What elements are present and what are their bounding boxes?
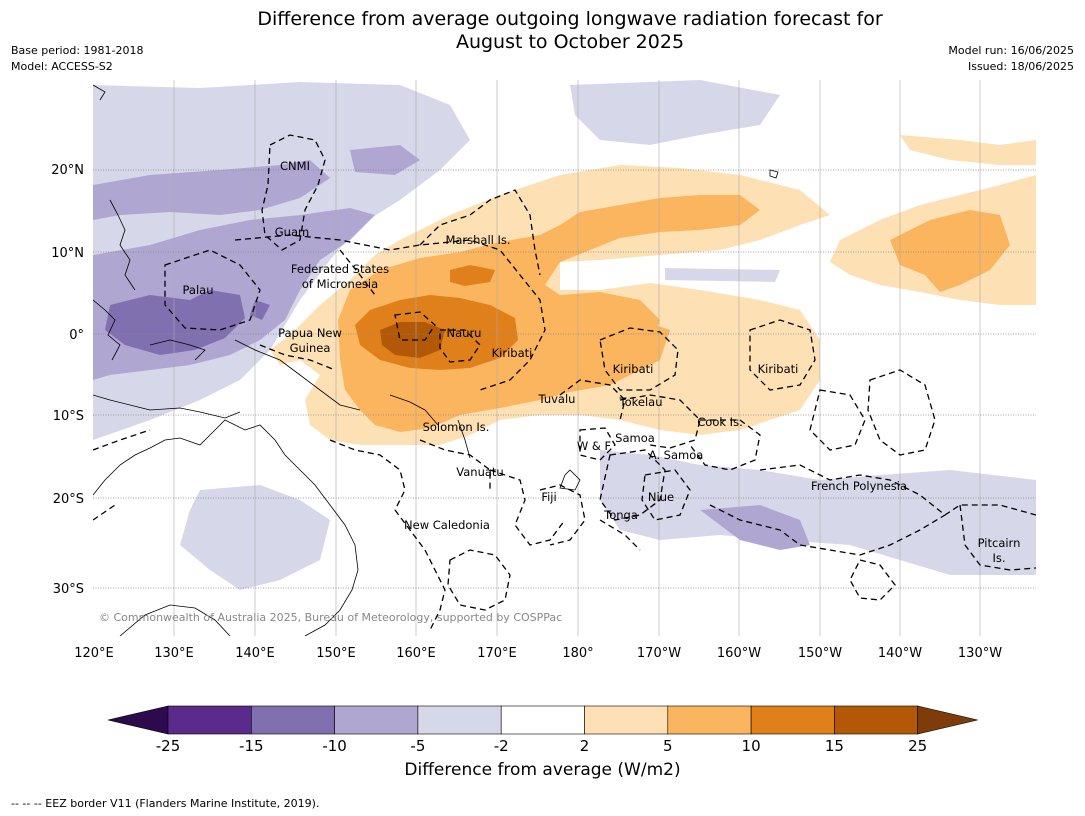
latitude-tick-labels: 20°N 10°N 0° 10°S 20°S 30°S bbox=[51, 163, 84, 597]
meta-left: Base period: 1981-2018 Model: ACCESS-S2 bbox=[11, 43, 143, 75]
lon-tick: 160°W bbox=[717, 646, 761, 661]
label-guam: Guam bbox=[275, 225, 309, 239]
longitude-tick-labels: 120°E 130°E 140°E 150°E 160°E 170°E 180°… bbox=[74, 646, 1002, 661]
label-wallis-futuna: W & F bbox=[577, 439, 611, 453]
label-tonga: Tonga bbox=[603, 508, 638, 522]
label-solomon-islands: Solomon Is. bbox=[423, 420, 490, 434]
lat-tick: 10°S bbox=[53, 409, 84, 424]
colorbar-tick-label: -25 bbox=[156, 737, 181, 755]
label-kiribati-phoenix: Kiribati bbox=[613, 362, 654, 376]
lat-tick: 30°S bbox=[53, 582, 84, 597]
copyright-notice: © Commonwealth of Australia 2025, Bureau… bbox=[99, 611, 562, 624]
eez-borders bbox=[93, 134, 1036, 631]
label-png-line1: Papua New bbox=[278, 326, 342, 340]
model-run: Model run: 16/06/2025 bbox=[948, 44, 1074, 57]
issued-date: Issued: 18/06/2025 bbox=[967, 60, 1074, 73]
label-kiribati-gilbert: Kiribati bbox=[492, 346, 533, 360]
lat-tick: 10°N bbox=[51, 246, 84, 261]
label-pitcairn-line1: Pitcairn bbox=[978, 536, 1021, 550]
colorbar-bin bbox=[251, 705, 335, 735]
colorbar: -25 -15 -10 -5 -2 2 5 10 15 25 bbox=[107, 705, 978, 755]
label-new-caledonia: New Caledonia bbox=[404, 518, 490, 532]
label-tuvalu: Tuvalu bbox=[538, 392, 576, 406]
lon-tick: 140°E bbox=[235, 646, 275, 661]
colorbar-tick-label: -10 bbox=[322, 737, 347, 755]
label-palau: Palau bbox=[183, 283, 214, 297]
model-name: Model: ACCESS-S2 bbox=[11, 60, 113, 73]
colorbar-tick-label: 5 bbox=[663, 737, 673, 755]
colorbar-bin bbox=[500, 705, 585, 735]
label-fiji: Fiji bbox=[541, 490, 556, 504]
label-cook-islands: Cook Is. bbox=[697, 415, 742, 429]
colorbar-tick-label: 2 bbox=[580, 737, 590, 755]
meta-right: Model run: 16/06/2025 Issued: 18/06/2025 bbox=[948, 43, 1074, 75]
lon-tick: 170°W bbox=[637, 646, 681, 661]
colorbar-bin bbox=[167, 705, 252, 735]
colorbar-bin bbox=[417, 705, 502, 735]
map-area bbox=[93, 80, 1036, 636]
latitude-gridlines bbox=[93, 169, 1036, 589]
colorbar-bin bbox=[584, 705, 669, 735]
label-png-line2: Guinea bbox=[290, 341, 331, 355]
label-micronesia-line2: of Micronesia bbox=[302, 277, 378, 291]
lon-tick: 160°E bbox=[396, 646, 436, 661]
lat-tick: 20°N bbox=[51, 163, 84, 178]
lon-tick: 150°E bbox=[316, 646, 356, 661]
label-niue: Niue bbox=[648, 490, 674, 504]
title-line-2: August to October 2025 bbox=[455, 31, 685, 53]
label-nauru: Nauru bbox=[447, 326, 482, 340]
lon-tick: 130°W bbox=[958, 646, 1002, 661]
label-vanuatu: Vanuatu bbox=[456, 465, 503, 479]
colorbar-bin bbox=[750, 705, 835, 735]
lon-tick: 140°W bbox=[878, 646, 922, 661]
label-pitcairn-line2: Is. bbox=[992, 551, 1005, 565]
label-micronesia-line1: Federated States bbox=[291, 262, 389, 276]
lat-tick: 20°S bbox=[53, 492, 84, 507]
lon-tick: 170°E bbox=[477, 646, 517, 661]
colorbar-tick-label: 15 bbox=[825, 737, 844, 755]
colorbar-tick-label: 25 bbox=[908, 737, 927, 755]
label-kiribati-line: Kiribati bbox=[758, 362, 799, 376]
colorbar-extend-max bbox=[917, 705, 978, 735]
region-labels: CNMI Guam Marshall Is. Federated States … bbox=[99, 159, 1020, 624]
lon-tick: 120°E bbox=[74, 646, 114, 661]
lat-tick: 0° bbox=[69, 328, 84, 343]
colorbar-bin bbox=[834, 705, 919, 735]
colorbar-extend-min bbox=[107, 705, 169, 735]
title-line-1: Difference from average outgoing longwav… bbox=[257, 8, 883, 30]
eez-footnote: -- -- -- EEZ border V11 (Flanders Marine… bbox=[11, 797, 320, 810]
colorbar-label: Difference from average (W/m2) bbox=[404, 760, 681, 780]
label-marshall-islands: Marshall Is. bbox=[445, 233, 510, 247]
coastlines bbox=[93, 84, 779, 636]
longitude-gridlines bbox=[173, 80, 981, 636]
colorbar-tick-label: 10 bbox=[742, 737, 761, 755]
lon-tick: 150°W bbox=[798, 646, 842, 661]
colorbar-tick-label: -5 bbox=[410, 737, 425, 755]
label-samoa: Samoa bbox=[615, 431, 655, 445]
colorbar-tick-label: -2 bbox=[494, 737, 509, 755]
colorbar-tick-label: -15 bbox=[239, 737, 264, 755]
label-american-samoa: A. Samoa bbox=[649, 448, 704, 462]
label-french-polynesia: French Polynesia bbox=[811, 479, 907, 493]
label-cnmi: CNMI bbox=[280, 159, 310, 173]
label-tokelau: Tokelau bbox=[619, 395, 663, 409]
lon-tick: 180° bbox=[562, 646, 593, 661]
chart-title: Difference from average outgoing longwav… bbox=[170, 8, 970, 54]
colorbar-bin bbox=[667, 705, 752, 735]
colorbar-bin bbox=[334, 705, 419, 735]
lon-tick: 130°E bbox=[154, 646, 194, 661]
base-period: Base period: 1981-2018 bbox=[11, 44, 144, 57]
